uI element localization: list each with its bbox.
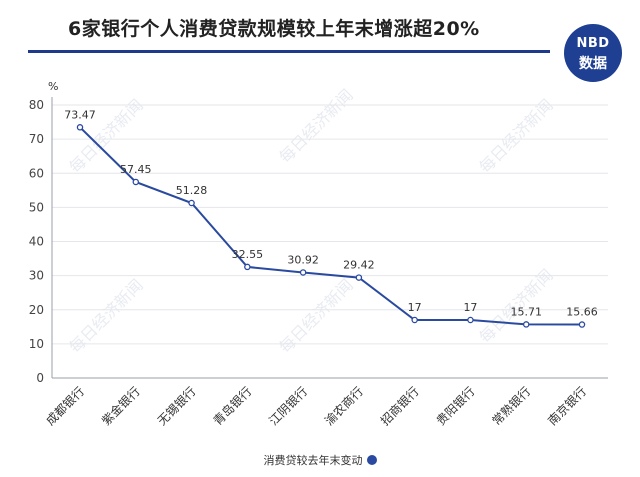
x-tick-label: 常熟银行	[489, 384, 534, 429]
x-tick-label: 紫金银行	[98, 384, 143, 429]
data-point	[411, 316, 418, 324]
data-point	[244, 263, 251, 271]
legend-label: 消费贷较去年末变动	[263, 454, 363, 467]
watermark-text: 每日经济新闻	[275, 85, 356, 166]
y-tick-label: 0	[36, 371, 44, 385]
x-tick-label: 成都银行	[43, 384, 87, 428]
x-tick-label: 贵阳银行	[434, 384, 478, 428]
nbd-badge: NBD 数据	[564, 24, 622, 82]
x-tick-label: 南京银行	[545, 384, 590, 429]
legend-marker	[366, 455, 377, 465]
data-point	[522, 321, 530, 328]
data-point	[132, 178, 140, 186]
data-label: 57.45	[120, 163, 152, 176]
badge-line-1: NBD	[576, 36, 610, 51]
y-tick-label: 60	[29, 166, 44, 180]
watermark-text: 每日经济新闻	[475, 95, 556, 176]
watermark-text: 每日经济新闻	[65, 275, 146, 356]
title-underline	[28, 50, 550, 53]
y-tick-label: 30	[29, 269, 44, 283]
data-label: 15.71	[510, 305, 542, 318]
data-point	[188, 199, 195, 207]
y-tick-label: 20	[29, 303, 44, 317]
y-axis-unit: %	[48, 80, 59, 93]
data-label: 17	[463, 301, 477, 314]
data-label: 51.28	[176, 184, 208, 197]
data-point	[578, 321, 586, 328]
data-point	[76, 124, 84, 131]
watermark-text: 每日经济新闻	[275, 275, 356, 356]
legend: 消费贷较去年末变动	[0, 452, 640, 468]
data-label: 29.42	[343, 259, 375, 272]
y-tick-label: 50	[29, 200, 44, 214]
x-tick-label: 无锡银行	[154, 384, 199, 429]
x-tick-label: 渝农商行	[321, 384, 366, 429]
x-tick-label: 青岛银行	[210, 384, 255, 429]
data-point	[467, 316, 474, 324]
chart-title: 6家银行个人消费贷款规模较上年末增涨超20%	[68, 18, 480, 40]
data-label: 32.55	[232, 248, 264, 261]
series-line	[79, 126, 583, 326]
x-tick-label: 招商银行	[377, 384, 422, 429]
x-tick-label: 江阴银行	[266, 384, 310, 428]
data-point	[299, 269, 307, 276]
data-point	[355, 274, 363, 281]
data-label: 15.66	[566, 306, 598, 319]
y-tick-label: 40	[29, 235, 44, 249]
badge-line-2: 数据	[579, 56, 607, 72]
data-label: 17	[408, 301, 422, 314]
data-label: 30.92	[287, 253, 319, 266]
y-tick-label: 80	[29, 98, 44, 112]
y-tick-label: 10	[29, 337, 44, 351]
data-label: 73.47	[64, 108, 96, 121]
y-tick-label: 70	[29, 132, 44, 146]
